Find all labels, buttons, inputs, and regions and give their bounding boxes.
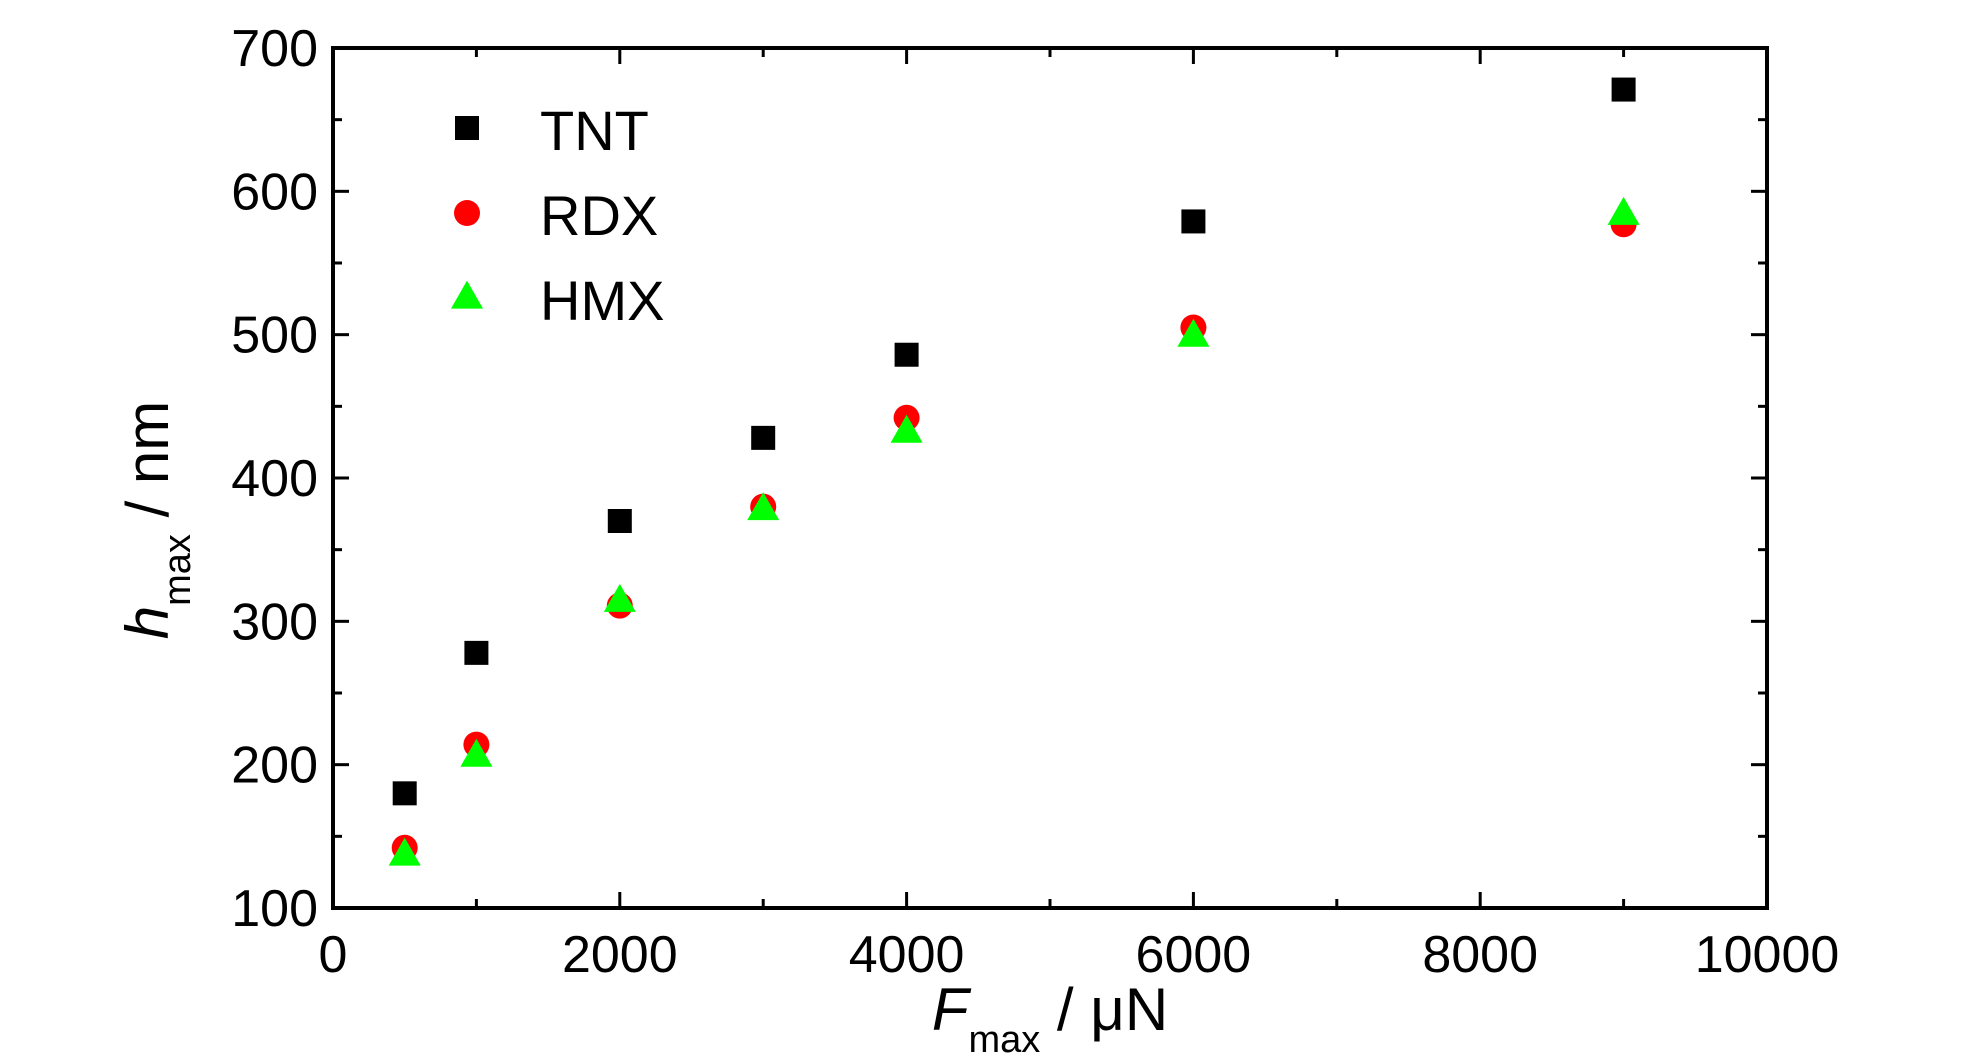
data-point-tnt (464, 640, 489, 665)
data-point-tnt (392, 781, 417, 806)
legend-item-tnt: TNT (455, 99, 649, 162)
data-point-hmx (388, 837, 421, 866)
x-tick-label: 8000 (1422, 926, 1538, 984)
data-point-tnt (607, 509, 632, 533)
x-axis-title-main: F (932, 976, 972, 1043)
legend-marker-hmx (451, 280, 483, 309)
x-axis-title-unit: / μN (1040, 976, 1168, 1043)
x-tick-label: 0 (319, 926, 348, 984)
data-points (388, 77, 1640, 866)
x-axis-title: Fmax / μN (932, 976, 1168, 1061)
y-axis-title-main: h (114, 606, 181, 639)
data-point-tnt (894, 342, 919, 367)
plot-frame (331, 46, 1769, 910)
y-axis-title-sub: max (157, 534, 199, 606)
data-point-hmx (890, 414, 923, 443)
data-point-hmx (1177, 318, 1210, 347)
data-point-tnt (1611, 77, 1636, 102)
y-axis-title: hmax / nm (114, 401, 199, 640)
legend-item-hmx: HMX (451, 269, 664, 332)
y-tick-label: 400 (231, 450, 318, 508)
y-tick-label: 600 (231, 163, 318, 221)
axis-tick-labels: 0 2000 4000 6000 8000 10000 100 200 300 400 500 600… (231, 20, 1839, 984)
data-point-tnt (751, 425, 776, 450)
y-tick-label: 100 (231, 880, 318, 938)
legend-item-rdx: RDX (454, 184, 658, 247)
legend-marker-tnt (455, 116, 479, 140)
data-point-hmx (747, 492, 780, 521)
legend-label-tnt: TNT (540, 99, 649, 162)
data-point-hmx (460, 738, 493, 767)
x-axis-title-sub: max (968, 1019, 1040, 1061)
axis-ticks (331, 46, 1769, 910)
x-tick-label: 2000 (562, 926, 678, 984)
y-tick-label: 700 (231, 20, 318, 78)
data-point-hmx (1607, 196, 1640, 225)
series-hmx (388, 196, 1640, 866)
series-tnt (392, 77, 1636, 806)
legend-label-rdx: RDX (540, 184, 658, 247)
x-tick-label: 4000 (849, 926, 965, 984)
y-axis-title-unit: / nm (114, 401, 181, 534)
data-point-hmx (603, 583, 636, 612)
legend-label-hmx: HMX (540, 269, 664, 332)
x-tick-label: 10000 (1695, 926, 1840, 984)
y-tick-label: 200 (231, 737, 318, 795)
data-point-tnt (1181, 209, 1206, 234)
legend: TNT RDX HMX (451, 99, 664, 332)
legend-marker-rdx (454, 200, 480, 226)
x-tick-label: 6000 (1136, 926, 1252, 984)
y-tick-label: 500 (231, 307, 318, 365)
y-tick-label: 300 (231, 593, 318, 651)
